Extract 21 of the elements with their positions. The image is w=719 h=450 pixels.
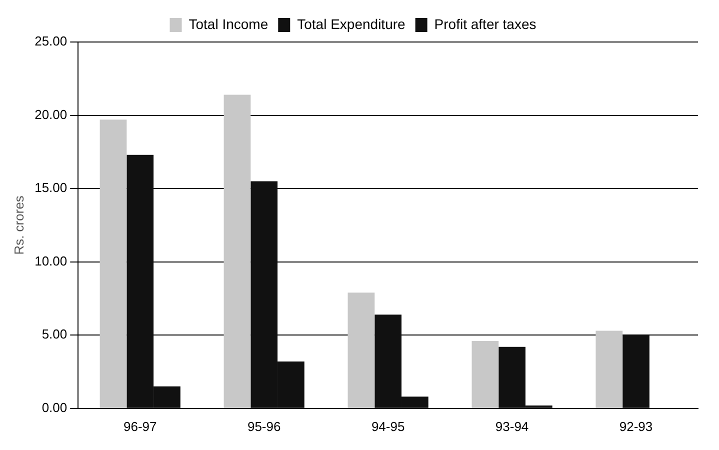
x-tick-label: 92-93 [619,418,653,434]
x-tick-label: 94-95 [371,418,405,434]
bar [622,335,650,408]
y-tick-label: 15.00 [34,180,68,196]
x-tick-label: 93-94 [495,418,529,434]
legend-label: Total Expenditure [297,16,406,32]
y-tick-label: 25.00 [34,34,68,49]
legend-label: Total Income [188,16,268,32]
bar [100,120,127,408]
legend-label: Profit after taxes [434,16,536,32]
bar [472,340,499,408]
x-tick-label: 95-96 [247,418,281,434]
y-axis-title: Rs. crores [11,195,26,255]
bar [596,330,623,408]
bar [348,292,375,408]
y-tick-label: 10.00 [34,253,68,268]
bar [224,94,251,408]
y-tick-label: 20.00 [34,106,68,122]
y-tick-label: 5.00 [42,326,68,342]
y-tick-label: 0.00 [42,400,68,415]
x-tick-label: 96-97 [123,418,157,434]
